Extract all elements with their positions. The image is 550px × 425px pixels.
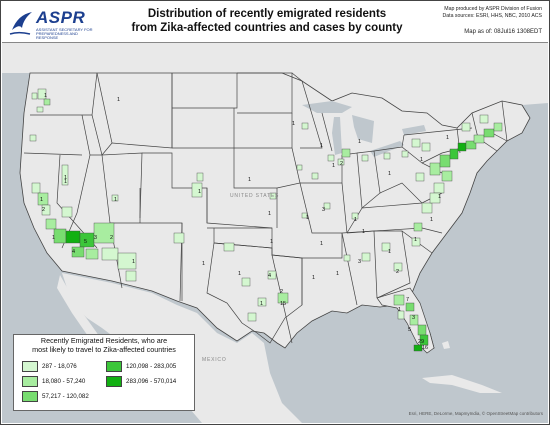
map-title-line1: Distribution of recently emigrated resid…	[147, 8, 387, 20]
legend-item: 57,217 - 120,082	[22, 391, 89, 402]
legend-title: Recently Emigrated Residents, who are mo…	[16, 336, 192, 354]
legend-swatch	[22, 391, 38, 402]
case-count: 3	[358, 259, 361, 265]
case-count: 1	[362, 229, 365, 235]
case-count: 1	[332, 163, 335, 169]
case-count: 2	[42, 207, 45, 213]
hhs-eagle-icon	[9, 12, 32, 35]
legend-label: 18,080 - 57,240	[42, 378, 86, 385]
map-header: ASPR ASSISTANT SECRETARY FOR PREPAREDNES…	[2, 2, 548, 43]
lake-ontario	[402, 125, 426, 135]
case-count: 2	[396, 269, 399, 275]
aspr-logo: ASPR ASSISTANT SECRETARY FOR PREPAREDNES…	[8, 8, 98, 40]
case-count: 1	[336, 271, 339, 277]
case-count: 1	[388, 171, 391, 177]
case-count: 1	[270, 239, 273, 245]
case-count: 2	[340, 161, 343, 167]
state-borders	[23, 72, 508, 344]
bahamas-land	[442, 341, 450, 349]
case-count: 2	[280, 289, 283, 295]
case-count: 15	[280, 301, 286, 307]
case-count: 1	[354, 217, 357, 223]
case-count: 2	[110, 235, 113, 241]
case-count: 4	[268, 273, 271, 279]
case-count: 1	[446, 135, 449, 141]
case-count: 1	[40, 197, 43, 203]
map-legend: Recently Emigrated Residents, who are mo…	[13, 334, 195, 411]
map-date: Map as of: 08Jul16 1308EDT	[464, 29, 542, 35]
legend-label: 120,098 - 283,005	[126, 363, 177, 370]
legend-item: 283,096 - 570,014	[106, 376, 176, 387]
lake-michigan	[332, 117, 342, 155]
map-title: Distribution of recently emigrated resid…	[112, 7, 422, 35]
case-count: 7	[406, 297, 409, 303]
credit-line1: Map produced by ASPR Division of Fusion	[444, 6, 542, 12]
case-count: 1	[358, 139, 361, 145]
legend-swatch	[106, 376, 122, 387]
case-count: 1	[44, 93, 47, 99]
case-count: 1	[64, 175, 67, 181]
case-count: 1	[202, 261, 205, 267]
case-count: 1	[52, 235, 55, 241]
case-count: 29	[418, 339, 424, 345]
case-count: 1	[268, 211, 271, 217]
florida-land	[376, 287, 435, 354]
case-count: 1	[388, 249, 391, 255]
legend-swatch	[106, 361, 122, 372]
logo-subtitle: ASSISTANT SECRETARY FOR PREPAREDNESS AND…	[36, 27, 93, 40]
lake-huron	[352, 115, 374, 143]
map-title-line2: from Zika-affected countries and cases b…	[131, 22, 403, 34]
case-count: 1	[420, 157, 423, 163]
case-count: 4	[72, 249, 75, 255]
case-count: 1	[414, 237, 417, 243]
legend-item: 287 - 18,076	[22, 361, 77, 372]
case-count: 1	[260, 301, 263, 307]
case-count: 1	[64, 179, 67, 185]
legend-label: 57,217 - 120,082	[42, 393, 89, 400]
case-count: 1	[132, 259, 135, 265]
lake-superior	[302, 101, 352, 113]
case-count: 1	[306, 215, 309, 221]
case-count: 1	[198, 189, 201, 195]
map-credit: Map produced by ASPR Division of Fusion …	[412, 6, 542, 19]
case-count: 1	[248, 177, 251, 183]
mexico-label: MEXICO	[202, 357, 227, 363]
shaded-counties	[29, 88, 503, 352]
case-count: 1	[117, 97, 120, 103]
texas-outline	[206, 242, 303, 344]
logo-text: ASPR	[36, 8, 86, 27]
case-count: 1	[438, 194, 441, 200]
case-count: 1	[312, 275, 315, 281]
legend-swatch	[22, 376, 38, 387]
case-count: 3	[322, 207, 325, 213]
case-count: 16	[422, 345, 428, 351]
legend-item: 18,080 - 57,240	[22, 376, 85, 387]
case-count-labels: 1 1 1 1 2 3 4 5 1 1 2 1 1 1 1 1 4 1 2 15…	[40, 93, 449, 351]
case-count: 3	[94, 235, 97, 241]
legend-item: 120,098 - 283,005	[106, 361, 176, 372]
canada-land	[2, 43, 548, 128]
credit-line2: Data sources: ESRI, HHS, NBC, 2010 ACS	[442, 12, 542, 19]
legend-label: 283,096 - 570,014	[126, 378, 177, 385]
case-count: 1	[238, 271, 241, 277]
case-count: 1	[320, 241, 323, 247]
case-count: 1	[320, 143, 323, 149]
usa-label: UNITED STATES	[230, 193, 279, 199]
case-count: 5	[84, 239, 87, 245]
case-count: 1	[292, 121, 295, 127]
legend-label: 287 - 18,076	[42, 363, 77, 370]
case-count: 5	[408, 327, 411, 333]
legend-title-line2: most likely to travel to Zika-affected c…	[32, 344, 176, 354]
case-count: 1	[398, 307, 401, 313]
case-count: 1	[430, 217, 433, 223]
case-count: 1	[114, 197, 117, 203]
legend-title-line1: Recently Emigrated Residents, who are	[40, 336, 168, 345]
legend-swatch	[22, 361, 38, 372]
case-count: 3	[412, 315, 415, 321]
cuba-land	[422, 375, 502, 393]
esri-credit: Esri, HERE, DeLorme, MapmyIndia, © OpenS…	[408, 411, 543, 416]
